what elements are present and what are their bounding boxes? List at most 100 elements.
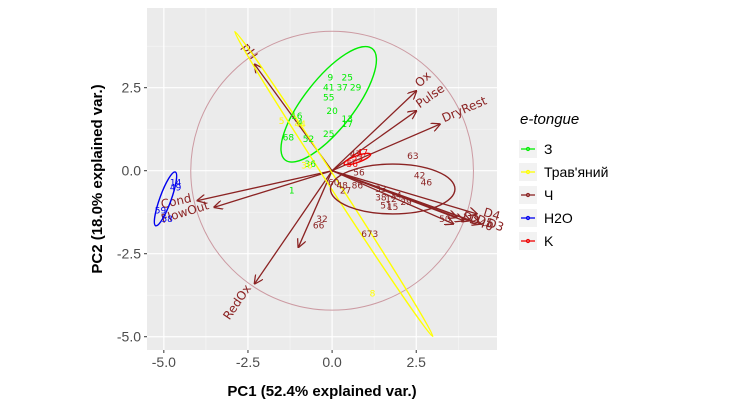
legend: e-tongue З Трав'яний Ч H2O K bbox=[519, 111, 608, 250]
legend-label: Трав'яний bbox=[544, 164, 608, 180]
x-tick-label: -5.0 bbox=[152, 354, 176, 370]
group-ellipse bbox=[343, 152, 372, 166]
legend-label: H2O bbox=[544, 210, 573, 226]
observation-label: 16 bbox=[291, 112, 303, 122]
legend-entries: З Трав'яний Ч H2O K bbox=[519, 140, 608, 250]
y-tick-label: -2.5 bbox=[117, 246, 141, 262]
observation-label: 41 bbox=[323, 84, 334, 94]
legend-title: e-tongue bbox=[520, 111, 579, 128]
observation-label: 52 bbox=[303, 135, 314, 145]
x-tick-label: 2.5 bbox=[406, 354, 426, 370]
observation-label: 47 bbox=[357, 148, 368, 158]
observation-label: 47 bbox=[350, 150, 361, 160]
correlation-circle-layer bbox=[190, 30, 474, 311]
group-ellipse-outline bbox=[343, 152, 372, 166]
observation-label: 38 bbox=[375, 193, 387, 203]
loading-arrow bbox=[331, 91, 416, 172]
observation-label: 14 bbox=[170, 178, 182, 188]
observation-label: 86 bbox=[352, 182, 364, 192]
observation-label: 32 bbox=[316, 215, 327, 225]
observation-label: 50 bbox=[439, 215, 451, 225]
loading-arrow bbox=[331, 170, 477, 214]
legend-entry: H2O bbox=[519, 209, 573, 227]
group-ellipse-outline bbox=[280, 45, 378, 163]
observation-label: 42 bbox=[414, 172, 425, 182]
legend-key-dot bbox=[525, 215, 531, 221]
legend-entry: K bbox=[519, 232, 554, 250]
group-ellipse bbox=[280, 45, 378, 163]
observation-label: 73 bbox=[367, 230, 378, 240]
y-axis-ticks: -5.0 -2.5 0.0 2.5 bbox=[117, 80, 147, 345]
group-ellipses-layer bbox=[153, 30, 456, 338]
observation-label: 51 bbox=[380, 202, 391, 212]
observation-label: 1 bbox=[289, 187, 295, 197]
loading-arrow bbox=[298, 170, 333, 247]
x-tick-label: 0.0 bbox=[322, 354, 342, 370]
observation-label: 29 bbox=[400, 198, 412, 208]
loading-label: D3 bbox=[485, 216, 506, 235]
group-ellipse bbox=[329, 163, 456, 215]
loading-arrow bbox=[255, 170, 333, 284]
legend-key-dot bbox=[525, 192, 531, 198]
observation-label: 60 bbox=[328, 178, 340, 188]
loading-arrow bbox=[331, 124, 440, 172]
observation-label: 53 bbox=[352, 153, 363, 163]
observation-label: 25 bbox=[342, 74, 353, 84]
group-ellipse bbox=[234, 30, 434, 338]
observation-label: 34 bbox=[390, 192, 402, 202]
observation-label: 15 bbox=[387, 203, 398, 213]
legend-label: K bbox=[544, 233, 554, 249]
observation-label: 13 bbox=[342, 115, 353, 125]
observation-label: 58 bbox=[161, 215, 173, 225]
legend-key-dot bbox=[525, 169, 531, 175]
observation-label: 4 bbox=[297, 119, 303, 129]
observation-label: 48 bbox=[336, 182, 348, 192]
observation-label: 46 bbox=[421, 178, 433, 188]
observation-label: 20 bbox=[326, 107, 338, 117]
group-ellipse-outline bbox=[234, 30, 434, 338]
x-axis-title: PC1 (52.4% explained var.) bbox=[227, 383, 416, 400]
observation-label: 36 bbox=[304, 160, 316, 170]
observation-label: 5 bbox=[279, 117, 285, 127]
loading-arrow bbox=[331, 170, 457, 217]
observation-label: 33 bbox=[375, 185, 386, 195]
loading-label: D4 bbox=[482, 205, 502, 223]
loading-label: D2 bbox=[461, 209, 482, 228]
observation-label: 56 bbox=[353, 168, 365, 178]
loading-label: D5 bbox=[475, 212, 496, 231]
y-tick-label: -5.0 bbox=[117, 329, 141, 345]
observation-label: 17 bbox=[342, 120, 353, 130]
observation-label: 49 bbox=[170, 183, 182, 193]
observation-label: 6 bbox=[361, 230, 367, 240]
loading-label: Cond bbox=[159, 191, 192, 211]
group-ellipse-outline bbox=[153, 171, 178, 227]
observation-label: 66 bbox=[313, 221, 325, 231]
observation-label: 8 bbox=[370, 290, 376, 300]
legend-entry: З bbox=[519, 140, 552, 158]
group-ellipse bbox=[153, 171, 178, 227]
observation-label: 27 bbox=[340, 187, 351, 197]
y-tick-label: 0.0 bbox=[122, 163, 142, 179]
legend-label: Ч bbox=[544, 187, 553, 203]
observation-label: 25 bbox=[323, 130, 334, 140]
observation-label: 9 bbox=[328, 74, 334, 84]
observation-label: 63 bbox=[407, 152, 418, 162]
group-ellipse-outline bbox=[329, 163, 456, 215]
loading-arrow bbox=[197, 170, 333, 201]
observation-label: 44 bbox=[294, 120, 306, 130]
observation-label: 56 bbox=[347, 160, 359, 170]
observation-label: 37 bbox=[336, 84, 347, 94]
legend-key-dot bbox=[525, 238, 531, 244]
minor-gridlines bbox=[147, 8, 497, 350]
loading-arrow bbox=[214, 170, 333, 208]
y-axis-title: PC2 (18.0% explained var.) bbox=[89, 84, 106, 273]
x-axis-ticks: -5.0 -2.5 0.0 2.5 bbox=[152, 350, 426, 370]
observation-label: 55 bbox=[323, 94, 334, 104]
legend-key-dot bbox=[525, 146, 531, 152]
loading-arrow bbox=[331, 170, 453, 224]
legend-label: З bbox=[544, 141, 552, 157]
observation-label: 36 bbox=[301, 162, 313, 172]
legend-entry: Ч bbox=[519, 186, 553, 204]
